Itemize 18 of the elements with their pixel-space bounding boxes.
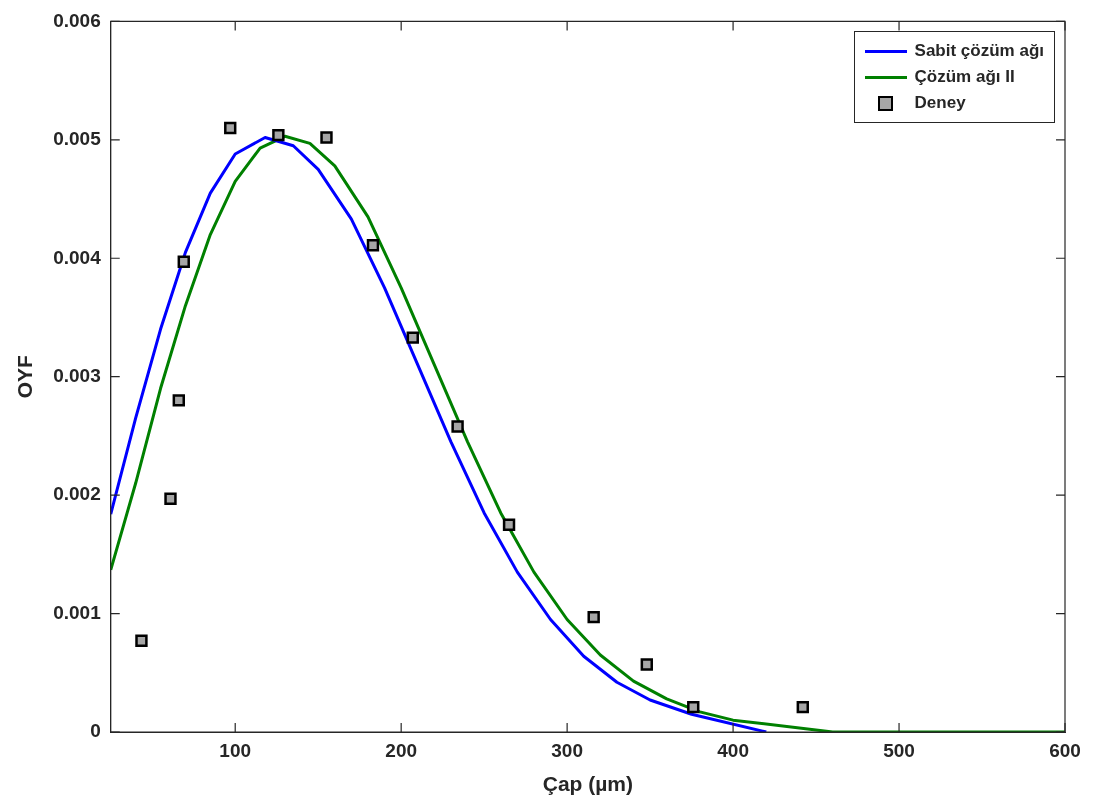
x-tick-label: 100 [219,739,252,761]
y-tick-label: 0.002 [53,483,101,505]
x-tick-label: 200 [385,739,418,761]
y-tick-label: 0.005 [53,128,102,150]
x-tick-label: 600 [1049,739,1081,761]
legend-label: Sabit çözüm ağı [914,41,1044,62]
y-tick-label: 0 [90,720,101,742]
x-tick-label: 400 [717,739,749,761]
y-tick-label: 0.004 [53,246,102,268]
legend-label: Deney [914,93,966,114]
y-tick-label: 0.001 [53,601,102,623]
x-tick-label: 500 [883,739,915,761]
x-axis-title: Çap (µm) [542,772,634,796]
x-tick-label: 300 [551,739,583,761]
y-tick-label: 0.003 [53,364,101,386]
legend-label: Çözüm ağı II [914,67,1015,88]
y-axis-title: OYF [13,354,37,399]
y-tick-label: 0.006 [53,9,101,31]
